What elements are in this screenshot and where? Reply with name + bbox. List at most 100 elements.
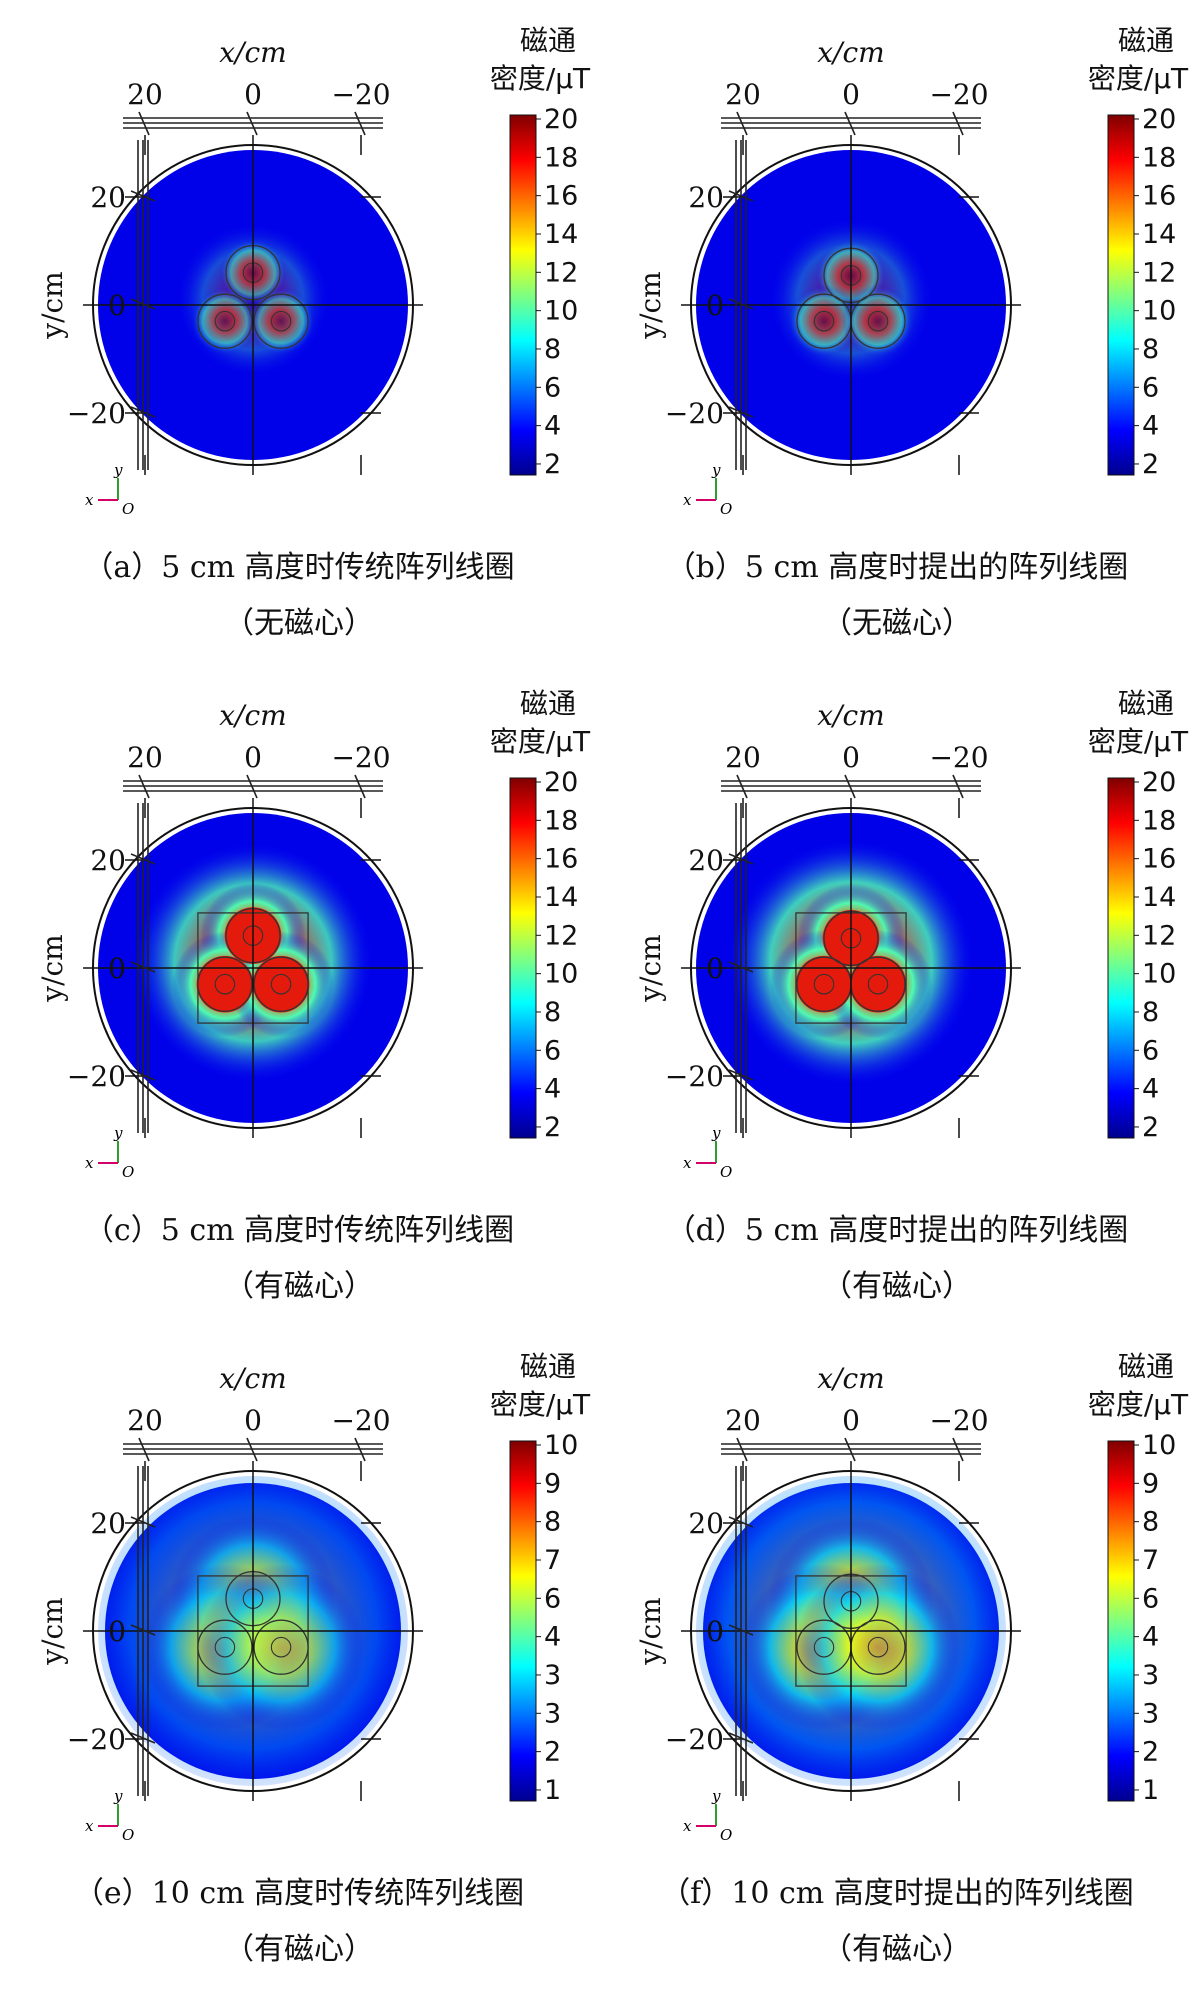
y-axis-tick — [728, 190, 754, 202]
caption-e-sub: （有磁心） — [224, 1932, 374, 1967]
colorbar-tick-label: 3 — [1142, 1660, 1159, 1691]
x-tick-label: −20 — [929, 78, 988, 111]
y-axis-label: y/cm — [634, 271, 667, 339]
colorbar-tick-label: 12 — [544, 257, 578, 288]
panel-e: 20 20 0 0 −20 −20 x/cm y/cm 磁通 密度/μT 10 9 8 7 6 4 3 3 2 1 y x… — [0, 1326, 598, 1989]
colorbar-tick-label: 4 — [544, 1622, 561, 1653]
colorbar-title-line1: 磁通 — [1118, 687, 1174, 720]
y-axis-tick — [130, 190, 156, 202]
x-axis-tick — [138, 111, 150, 136]
colorbar-tick-label: 4 — [1142, 1622, 1159, 1653]
x-tick-label: 0 — [244, 741, 262, 774]
triad-y-label: y — [113, 1787, 123, 1805]
y-tick-label: 20 — [90, 181, 126, 214]
field-hotspot — [841, 284, 915, 358]
colorbar-tick-label: 1 — [544, 1775, 561, 1806]
y-tick-label: 20 — [90, 844, 126, 877]
y-axis-tick — [728, 853, 754, 865]
y-tick-label: −20 — [67, 1723, 126, 1756]
caption-d: （d）5 cm 高度时提出的阵列线圈 — [665, 1213, 1129, 1248]
x-axis-label: x/cm — [219, 1362, 286, 1395]
y-axis-tick — [130, 406, 156, 418]
y-axis-label: y/cm — [36, 934, 69, 1002]
triad-y-label: y — [113, 461, 123, 479]
coil-inner-outline — [867, 973, 889, 995]
colorbar — [509, 777, 537, 1139]
x-axis-tick — [138, 774, 150, 799]
colorbar-tick-label: 3 — [1142, 1698, 1159, 1729]
x-axis-tick — [736, 111, 748, 136]
y-axis-tick — [130, 1069, 156, 1081]
x-tick-label: −20 — [929, 741, 988, 774]
y-axis-tick — [130, 1732, 156, 1744]
caption-a: （a）5 cm 高度时传统阵列线圈 — [83, 550, 515, 585]
x-axis-tick — [952, 774, 964, 799]
y-tick-label: 20 — [688, 1507, 724, 1540]
colorbar-tick-label: 12 — [544, 920, 578, 951]
colorbar-tick-label: 10 — [1142, 959, 1176, 990]
x-axis-tick — [354, 774, 366, 799]
colorbar-title-line1: 磁通 — [1118, 24, 1174, 57]
y-axis-tick — [130, 1516, 156, 1528]
coil-inner-outline — [813, 310, 835, 332]
colorbar-title-line2: 密度/μT — [490, 1388, 591, 1421]
triad-y-label: y — [711, 1124, 721, 1142]
y-axis-tick — [130, 1624, 156, 1636]
y-tick-label: 0 — [108, 289, 126, 322]
y-tick-label: 0 — [706, 952, 724, 985]
coil-outline — [253, 293, 309, 349]
panel-c: 20 20 0 0 −20 −20 x/cm y/cm 磁通 密度/μT 20 18 16 14 12 10 8… — [0, 663, 598, 1326]
colorbar-title-line1: 磁通 — [1118, 1350, 1174, 1383]
colorbar-tick-label: 10 — [1142, 296, 1176, 327]
x-axis-tick — [736, 1437, 748, 1462]
x-tick-label: 20 — [725, 78, 761, 111]
colorbar-title-line2: 密度/μT — [490, 62, 591, 95]
coil-inner-outline — [270, 973, 292, 995]
triad-x-label: x — [683, 491, 692, 509]
x-tick-label: 20 — [725, 1404, 761, 1437]
colorbar-tick-label: 3 — [544, 1698, 561, 1729]
x-axis-label: x/cm — [817, 1362, 884, 1395]
x-axis-tick — [844, 774, 856, 799]
colorbar — [509, 114, 537, 476]
y-axis-label: y/cm — [634, 1597, 667, 1665]
colorbar-tick-label: 16 — [1142, 181, 1176, 212]
colorbar-tick-label: 20 — [1142, 767, 1176, 798]
caption-f: （f）10 cm 高度时提出的阵列线圈 — [660, 1876, 1134, 1911]
coil-inner-outline — [214, 973, 236, 995]
colorbar-tick-label: 6 — [544, 372, 561, 403]
colorbar-tick-label: 2 — [1142, 449, 1159, 480]
triad-origin-label: O — [720, 500, 732, 518]
y-axis-tick — [728, 406, 754, 418]
x-tick-label: 0 — [244, 78, 262, 111]
colorbar-tick-label: 6 — [544, 1583, 561, 1614]
x-axis-tick — [138, 1437, 150, 1462]
colorbar-tick-label: 1 — [1142, 1775, 1159, 1806]
triad-x-label: x — [85, 1817, 94, 1835]
x-axis-label: x/cm — [817, 36, 884, 69]
caption-d-sub: （有磁心） — [822, 1269, 972, 1304]
colorbar-tick-label: 9 — [544, 1468, 561, 1499]
colorbar-tick-label: 2 — [1142, 1737, 1159, 1768]
x-axis-tick — [246, 111, 258, 136]
triad-y-label: y — [711, 461, 721, 479]
colorbar-tick-label: 8 — [1142, 1507, 1159, 1538]
coil-inner-outline — [867, 1636, 889, 1658]
coil-inner-outline — [867, 310, 889, 332]
x-tick-label: 0 — [842, 78, 860, 111]
y-axis-tick — [130, 298, 156, 310]
x-axis-tick — [354, 111, 366, 136]
colorbar-tick-label: 20 — [544, 104, 578, 135]
colorbar-tick-label: 18 — [544, 805, 578, 836]
x-tick-label: 0 — [842, 1404, 860, 1437]
panel-f: 20 20 0 0 −20 −20 x/cm y/cm 磁通 密度/μT 10 9 8 7 6 4 3 3 2 1 y x… — [598, 1326, 1196, 1989]
colorbar-tick-label: 20 — [1142, 104, 1176, 135]
colorbar-tick-label: 14 — [544, 882, 578, 913]
field-hotspot — [794, 1564, 962, 1731]
colorbar-tick-label: 10 — [544, 959, 578, 990]
caption-b-sub: （无磁心） — [822, 606, 972, 641]
colorbar-tick-label: 9 — [1142, 1468, 1159, 1499]
